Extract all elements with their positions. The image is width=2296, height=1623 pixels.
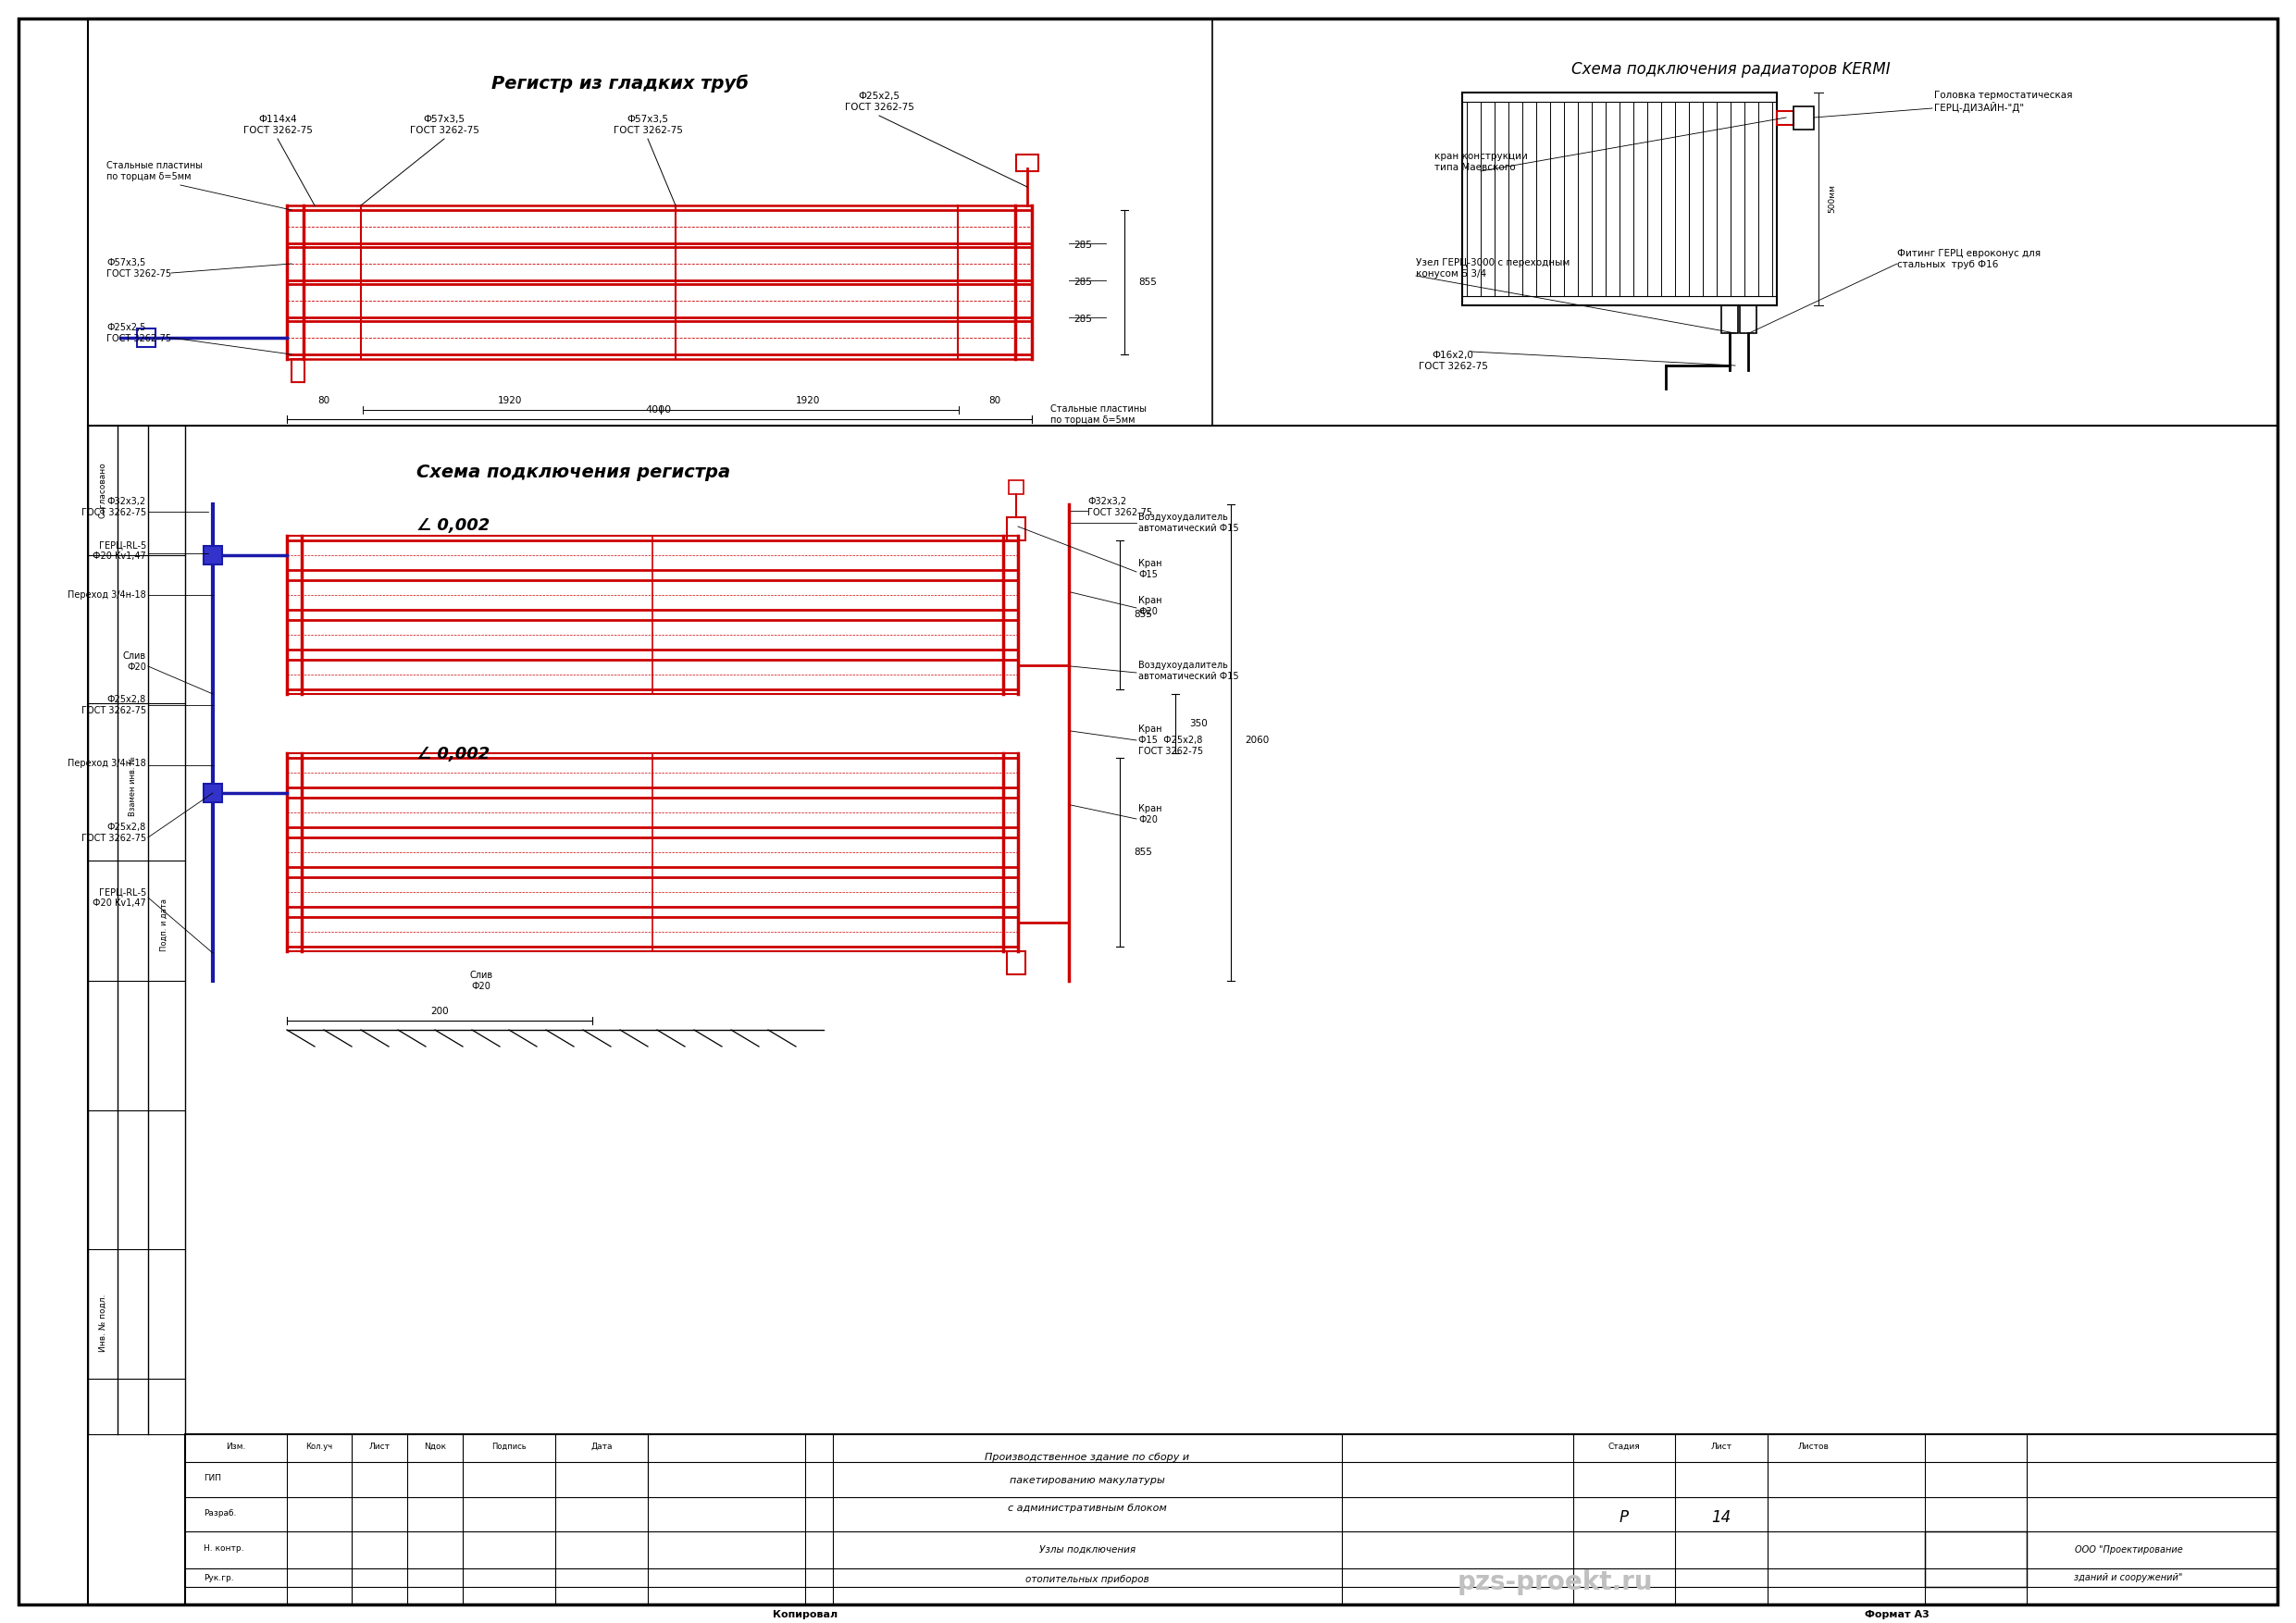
Text: Лист: Лист bbox=[1711, 1443, 1731, 1451]
Text: Подп. и дата: Подп. и дата bbox=[161, 899, 168, 951]
Text: Nдок: Nдок bbox=[425, 1443, 445, 1451]
Text: ∠ 0,002: ∠ 0,002 bbox=[416, 518, 489, 534]
Text: Ф57x3,5
ГОСТ 3262-75: Ф57x3,5 ГОСТ 3262-75 bbox=[613, 115, 682, 135]
Bar bbox=[1008, 518, 1026, 540]
Text: Стадия: Стадия bbox=[1607, 1443, 1639, 1451]
Text: Р: Р bbox=[1619, 1509, 1628, 1526]
Text: Ф16x2,0
ГОСТ 3262-75: Ф16x2,0 ГОСТ 3262-75 bbox=[1419, 351, 1488, 372]
Text: Производственное здание по сбору и: Производственное здание по сбору и bbox=[985, 1453, 1189, 1462]
Text: Фитинг ГЕРЦ евроконус для
стальных  труб Ф16: Фитинг ГЕРЦ евроконус для стальных труб … bbox=[1896, 248, 2041, 269]
Text: Слив
Ф20: Слив Ф20 bbox=[471, 971, 494, 990]
Text: ООО "Проектирование: ООО "Проектирование bbox=[2076, 1545, 2183, 1555]
Bar bbox=[1924, 1532, 2027, 1587]
Text: Лист: Лист bbox=[370, 1443, 390, 1451]
Text: Ф114x4
ГОСТ 3262-75: Ф114x4 ГОСТ 3262-75 bbox=[243, 115, 312, 135]
Text: пакетированию макулатуры: пакетированию макулатуры bbox=[1010, 1475, 1164, 1485]
Text: Инв. № подл.: Инв. № подл. bbox=[99, 1294, 108, 1352]
Text: 855: 855 bbox=[1139, 278, 1157, 287]
Text: с административным блоком: с административным блоком bbox=[1008, 1503, 1166, 1513]
Text: Кран
Ф20: Кран Ф20 bbox=[1139, 805, 1162, 824]
Text: Стальные пластины
по торцам δ=5мм: Стальные пластины по торцам δ=5мм bbox=[1049, 404, 1146, 425]
Text: 285: 285 bbox=[1075, 315, 1093, 325]
Text: кран конструкции
типа Маевского: кран конструкции типа Маевского bbox=[1435, 153, 1527, 172]
Bar bbox=[1017, 154, 1038, 170]
Text: Разраб.: Разраб. bbox=[204, 1509, 236, 1518]
Text: Рук.гр.: Рук.гр. bbox=[204, 1574, 234, 1582]
Bar bbox=[1793, 107, 1814, 130]
Text: 80: 80 bbox=[317, 396, 331, 406]
Text: Изм.: Изм. bbox=[225, 1443, 246, 1451]
Text: Дата: Дата bbox=[590, 1443, 613, 1451]
Text: Взамен инв. №: Взамен инв. № bbox=[129, 756, 135, 816]
Text: ГЕРЦ-RL-5
Ф20 Kv1,47: ГЕРЦ-RL-5 Ф20 Kv1,47 bbox=[92, 540, 147, 560]
Text: Узлы подключения: Узлы подключения bbox=[1040, 1545, 1137, 1555]
Bar bbox=[1008, 951, 1026, 974]
Text: Регистр из гладких труб: Регистр из гладких труб bbox=[491, 75, 748, 93]
Text: отопительных приборов: отопительных приборов bbox=[1026, 1574, 1150, 1584]
Text: Воздухоудалитель
автоматический Ф15: Воздухоудалитель автоматический Ф15 bbox=[1139, 661, 1240, 680]
Text: Ф25x2,8
ГОСТ 3262-75: Ф25x2,8 ГОСТ 3262-75 bbox=[80, 695, 147, 716]
Text: 1920: 1920 bbox=[498, 396, 521, 406]
Text: 200: 200 bbox=[432, 1006, 448, 1016]
Text: Ф25x2,8
ГОСТ 3262-75: Ф25x2,8 ГОСТ 3262-75 bbox=[80, 823, 147, 842]
Bar bbox=[1740, 305, 1756, 333]
Text: Копировал: Копировал bbox=[774, 1610, 838, 1620]
Text: 4000: 4000 bbox=[645, 406, 673, 414]
Text: 500мм: 500мм bbox=[1828, 185, 1837, 213]
Text: Головка термостатическая
ГЕРЦ-ДИЗАЙН-"Д": Головка термостатическая ГЕРЦ-ДИЗАЙН-"Д" bbox=[1933, 91, 2073, 114]
Text: Кран
Ф20: Кран Ф20 bbox=[1139, 596, 1162, 617]
Text: ГЕРЦ-RL-5
Ф20 Kv1,47: ГЕРЦ-RL-5 Ф20 Kv1,47 bbox=[92, 888, 147, 907]
Text: Кол.уч: Кол.уч bbox=[305, 1443, 333, 1451]
Bar bbox=[1463, 93, 1777, 305]
Text: Листов: Листов bbox=[1798, 1443, 1830, 1451]
Text: Ф57x3,5
ГОСТ 3262-75: Ф57x3,5 ГОСТ 3262-75 bbox=[409, 115, 480, 135]
Text: 350: 350 bbox=[1189, 719, 1208, 729]
Text: Ф32x3,2
ГОСТ 3262-75: Ф32x3,2 ГОСТ 3262-75 bbox=[1088, 497, 1153, 518]
Text: Подпись: Подпись bbox=[491, 1443, 526, 1451]
Text: Переход 3/4н-18: Переход 3/4н-18 bbox=[69, 760, 147, 768]
Bar bbox=[204, 545, 223, 565]
Text: Схема подключения радиаторов KERMI: Схема подключения радиаторов KERMI bbox=[1570, 62, 1890, 78]
Text: Кран
Ф15  Ф25x2,8
ГОСТ 3262-75: Кран Ф15 Ф25x2,8 ГОСТ 3262-75 bbox=[1139, 725, 1203, 756]
Text: 285: 285 bbox=[1075, 278, 1093, 287]
Bar bbox=[1722, 305, 1738, 333]
Bar bbox=[204, 784, 223, 802]
Text: ГИП: ГИП bbox=[204, 1474, 220, 1483]
Bar bbox=[1777, 110, 1793, 125]
Text: Слив
Ф20: Слив Ф20 bbox=[124, 651, 147, 672]
Text: зданий и сооружений": зданий и сооружений" bbox=[2073, 1573, 2183, 1582]
Text: Н. контр.: Н. контр. bbox=[204, 1543, 243, 1552]
Text: Стальные пластины
по торцам δ=5мм: Стальные пластины по торцам δ=5мм bbox=[106, 161, 202, 182]
Text: 855: 855 bbox=[1134, 847, 1153, 857]
Text: pzs-proekt.ru: pzs-proekt.ru bbox=[1456, 1569, 1653, 1595]
Text: Воздухоудалитель
автоматический Ф15: Воздухоудалитель автоматический Ф15 bbox=[1139, 513, 1240, 532]
Text: Схема подключения регистра: Схема подключения регистра bbox=[418, 463, 730, 480]
Text: Ф57x3,5
ГОСТ 3262-75: Ф57x3,5 ГОСТ 3262-75 bbox=[106, 258, 172, 278]
Text: Ф25x2,5
ГОСТ 3262-75: Ф25x2,5 ГОСТ 3262-75 bbox=[845, 93, 914, 112]
Text: 855: 855 bbox=[1134, 610, 1153, 618]
Text: Формат А3: Формат А3 bbox=[1864, 1610, 1929, 1620]
Text: 80: 80 bbox=[990, 396, 1001, 406]
Text: 1920: 1920 bbox=[797, 396, 820, 406]
Text: Согласовано: Согласовано bbox=[99, 463, 108, 518]
Text: 285: 285 bbox=[1075, 240, 1093, 250]
Text: Ф32x3,2
ГОСТ 3262-75: Ф32x3,2 ГОСТ 3262-75 bbox=[80, 497, 147, 518]
Text: Узел ГЕРЦ-3000 с переходным
конусом Б 3/4: Узел ГЕРЦ-3000 с переходным конусом Б 3/… bbox=[1417, 258, 1570, 278]
Text: 14: 14 bbox=[1711, 1509, 1731, 1526]
Bar bbox=[1008, 480, 1024, 493]
Text: Ф25x2,5
ГОСТ 3262-75: Ф25x2,5 ГОСТ 3262-75 bbox=[106, 323, 172, 342]
Text: 2060: 2060 bbox=[1244, 735, 1270, 745]
Bar bbox=[186, 1435, 2278, 1605]
Text: Кран
Ф15: Кран Ф15 bbox=[1139, 558, 1162, 579]
Bar bbox=[138, 328, 156, 347]
Bar bbox=[292, 359, 305, 381]
Text: Переход 3/4н-18: Переход 3/4н-18 bbox=[69, 591, 147, 599]
Text: ∠ 0,002: ∠ 0,002 bbox=[416, 747, 489, 763]
